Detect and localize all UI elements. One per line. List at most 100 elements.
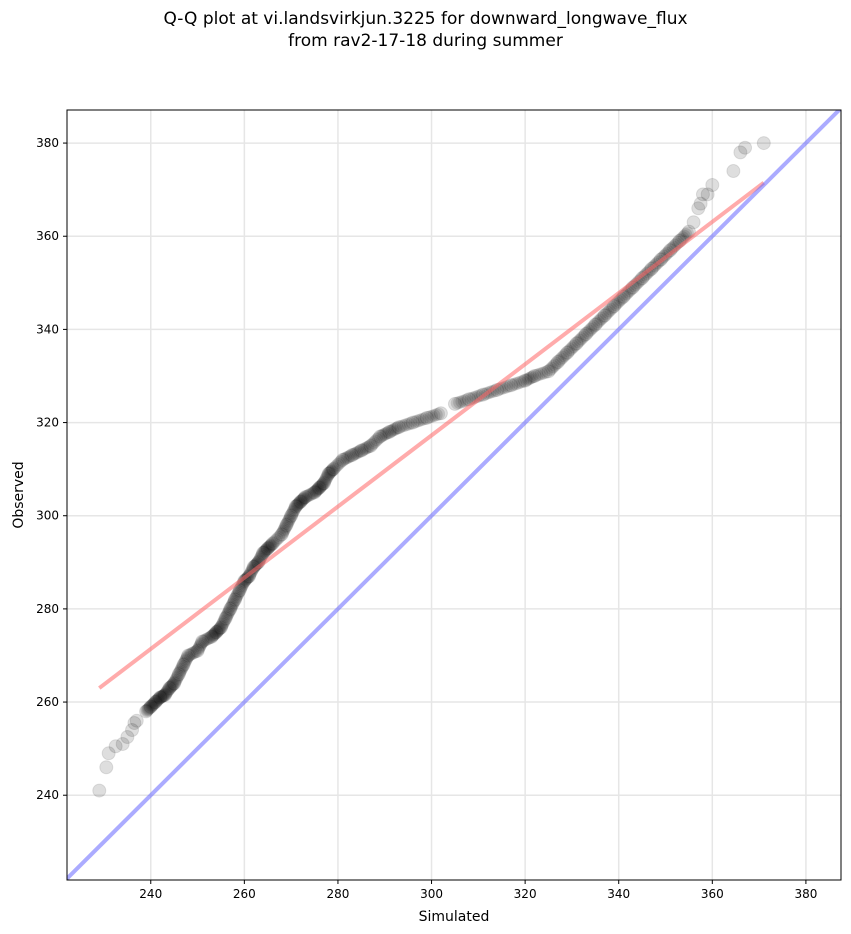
- data-point-overlap: [278, 521, 292, 535]
- data-point-overlap: [170, 672, 184, 686]
- data-point: [527, 368, 542, 383]
- data-point: [157, 688, 172, 703]
- data-point-overlap: [511, 376, 525, 390]
- data-point-overlap: [176, 659, 190, 673]
- data-point: [738, 140, 753, 155]
- data-point: [101, 746, 116, 761]
- data-point: [171, 667, 186, 682]
- data-point-overlap: [263, 539, 277, 553]
- data-point-overlap: [368, 434, 382, 448]
- data-point-overlap: [562, 344, 576, 358]
- data-point-overlap: [141, 702, 155, 716]
- data-point-overlap: [207, 628, 221, 642]
- data-point-overlap: [262, 541, 276, 555]
- data-point-overlap: [315, 478, 329, 492]
- y-tick-label: 280: [36, 602, 59, 616]
- data-point-overlap: [179, 653, 193, 667]
- data-point-overlap: [283, 510, 297, 524]
- data-point-overlap: [301, 489, 315, 503]
- data-point-overlap: [151, 693, 165, 707]
- data-point-overlap: [506, 378, 520, 392]
- data-point-overlap: [258, 544, 272, 558]
- data-point-overlap: [166, 677, 180, 691]
- data-point-overlap: [260, 542, 274, 556]
- data-point-overlap: [290, 499, 304, 513]
- data-point-overlap: [394, 419, 408, 433]
- data-point-overlap: [227, 594, 241, 608]
- data-point-overlap: [316, 477, 330, 491]
- data-point-overlap: [403, 416, 417, 430]
- data-point: [700, 187, 715, 202]
- data-point-overlap: [415, 412, 429, 426]
- data-point: [108, 739, 123, 754]
- data-point: [195, 634, 210, 649]
- data-point-overlap: [532, 367, 546, 381]
- data-point-overlap: [342, 450, 356, 464]
- x-tick-label: 380: [794, 887, 817, 901]
- data-point-overlap: [157, 688, 171, 702]
- data-point-overlap: [211, 624, 225, 638]
- data-point-overlap: [450, 396, 464, 410]
- data-point-overlap: [280, 516, 294, 530]
- data-point-overlap: [163, 680, 177, 694]
- data-point-overlap: [290, 498, 304, 512]
- data-point-overlap: [213, 621, 227, 635]
- data-point-overlap: [169, 673, 183, 687]
- data-point-overlap: [226, 596, 240, 610]
- data-point-overlap: [221, 607, 235, 621]
- data-point-overlap: [365, 437, 379, 451]
- data-point-overlap: [408, 415, 422, 429]
- data-point-overlap: [379, 426, 393, 440]
- data-point-overlap: [285, 507, 299, 521]
- y-tick-label: 260: [36, 695, 59, 709]
- data-point-overlap: [198, 633, 212, 647]
- data-point-overlap: [357, 442, 371, 456]
- data-point: [504, 378, 519, 393]
- data-point: [143, 699, 158, 714]
- data-point-overlap: [313, 480, 327, 494]
- data-point: [726, 164, 741, 179]
- data-point: [99, 760, 114, 775]
- data-point-overlap: [609, 298, 623, 312]
- data-point-overlap: [230, 588, 244, 602]
- data-point-overlap: [273, 529, 287, 543]
- data-point-overlap: [460, 393, 474, 407]
- data-point-overlap: [577, 329, 591, 343]
- data-point-overlap: [425, 409, 439, 423]
- data-point-overlap: [566, 339, 580, 353]
- data-point-overlap: [605, 301, 619, 315]
- data-point-overlap: [205, 629, 219, 643]
- data-point-overlap: [549, 357, 563, 371]
- data-point-overlap: [521, 372, 535, 386]
- x-tick-label: 360: [701, 887, 724, 901]
- data-point-overlap: [559, 347, 573, 361]
- data-point-overlap: [322, 466, 336, 480]
- data-point-overlap: [216, 617, 230, 631]
- data-point-overlap: [324, 464, 338, 478]
- data-point-overlap: [513, 375, 527, 389]
- data-point-overlap: [223, 603, 237, 617]
- data-point: [363, 438, 378, 453]
- data-point-overlap: [276, 524, 290, 538]
- data-point-overlap: [581, 326, 595, 340]
- data-point-overlap: [396, 419, 410, 433]
- data-point-overlap: [612, 294, 626, 308]
- data-point-overlap: [587, 319, 601, 333]
- data-point-overlap: [217, 614, 231, 628]
- y-tick-label: 360: [36, 229, 59, 243]
- data-point: [274, 527, 289, 542]
- data-point-overlap: [142, 701, 156, 715]
- data-point-overlap: [359, 441, 373, 455]
- data-point-overlap: [194, 636, 208, 650]
- data-point: [405, 415, 420, 430]
- data-point: [597, 308, 612, 323]
- data-point-overlap: [206, 628, 220, 642]
- data-point: [265, 536, 280, 551]
- data-point-overlap: [576, 330, 590, 344]
- data-point-overlap: [362, 440, 376, 454]
- data-point-overlap: [186, 646, 200, 660]
- data-point-overlap: [543, 363, 557, 377]
- data-point-overlap: [257, 545, 271, 559]
- data-point-overlap: [168, 675, 182, 689]
- data-point-overlap: [171, 669, 185, 683]
